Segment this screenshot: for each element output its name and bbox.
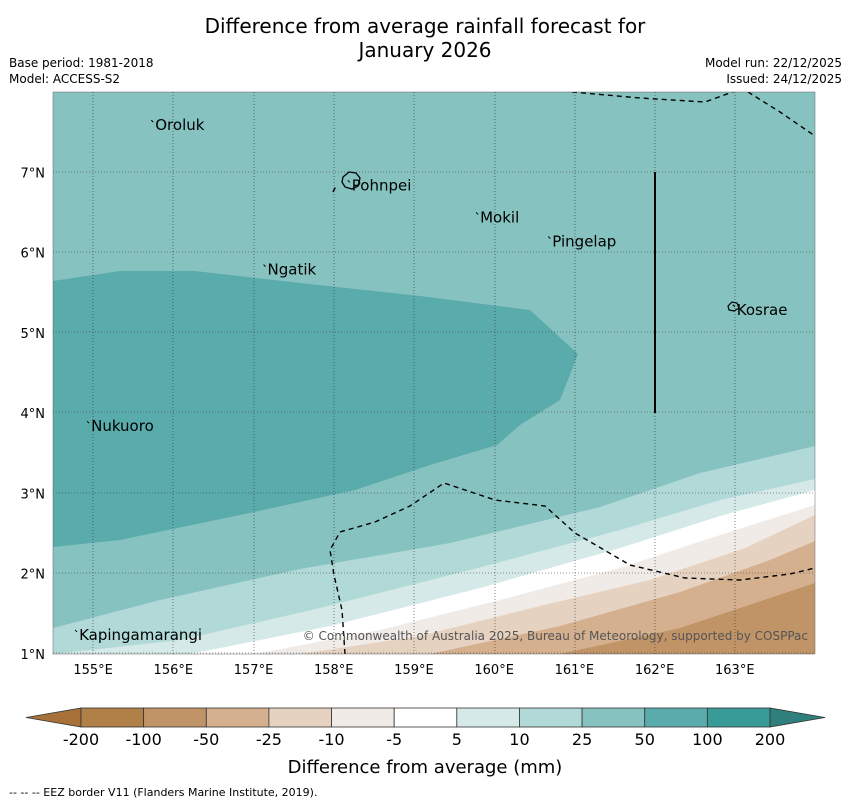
colorbar-segment-200-to-100 xyxy=(80,707,145,728)
place-marker-kapingamarangi xyxy=(74,629,78,633)
colorbar-segment-50-to-100 xyxy=(644,707,708,728)
colorbar-tick-12: 200 xyxy=(755,730,786,749)
band-minus-50-to-minus-100 xyxy=(560,583,815,654)
lat-label-5n: 5°N xyxy=(21,327,46,342)
lon-label-156: 156°E xyxy=(154,663,194,678)
colorbar-segment-5-to-5 xyxy=(393,707,458,728)
map-title-line2: January 2026 xyxy=(358,38,492,62)
place-label-nukuoro: Nukuoro xyxy=(91,417,154,435)
colorbar-tick-6: -5 xyxy=(386,730,402,749)
eez-border-pohnpei-stub xyxy=(332,185,337,193)
lon-label-158: 158°E xyxy=(314,663,354,678)
place-marker-pohnpei xyxy=(347,179,351,183)
colorbar-tick-1: -200 xyxy=(63,730,99,749)
colorbar: -200 -100 -50 -25 -10 -5 5 10 25 50 100 200 xyxy=(25,707,826,749)
colorbar-segment-50-to-25 xyxy=(205,707,270,728)
base-period-info: Base period: 1981-2018 Model: ACCESS-S2 xyxy=(9,55,154,87)
colorbar-segment-5-to-10 xyxy=(456,707,520,728)
base-period-text: Base period: 1981-2018 xyxy=(9,56,154,70)
place-label-ngatik: Ngatik xyxy=(268,261,317,279)
lat-label-6n: 6°N xyxy=(21,247,46,262)
place-marker-nukuoro xyxy=(86,420,90,424)
colorbar-tick-9: 25 xyxy=(572,730,592,749)
lat-label-1n: 1°N xyxy=(21,648,46,663)
place-marker-mokil xyxy=(475,212,479,215)
place-labels: Oroluk Pohnpei Mokil Pingelap Ngatik Kosrae Nu… xyxy=(74,116,788,644)
colorbar-tick-5: -10 xyxy=(318,730,344,749)
lat-label-3n: 3°N xyxy=(21,487,46,502)
copyright-text: © Commonwealth of Australia 2025, Bureau… xyxy=(303,629,808,643)
model-run-info: Model run: 22/12/2025 Issued: 24/12/2025 xyxy=(705,55,842,87)
colorbar-segment-25-to-10 xyxy=(268,707,332,728)
lat-label-4n: 4°N xyxy=(21,407,46,422)
graticule xyxy=(53,92,815,654)
place-label-pingelap: Pingelap xyxy=(552,233,616,251)
eez-border-south xyxy=(329,482,815,654)
eez-border-note: -- -- -- EEZ border V11 (Flanders Marine… xyxy=(9,786,318,799)
place-label-pohnpei: Pohnpei xyxy=(352,176,412,194)
place-label-mokil: Mokil xyxy=(480,208,519,226)
colorbar-tick-7: 5 xyxy=(452,730,462,749)
lat-label-2n: 2°N xyxy=(21,568,46,583)
colorbar-extend-high xyxy=(769,707,826,728)
colorbar-segment-100-to-50 xyxy=(143,707,207,728)
map-title: Difference from average rainfall forecas… xyxy=(0,14,850,62)
colorbar-segment-10-to-5 xyxy=(331,707,395,728)
lon-label-163: 163°E xyxy=(715,663,755,678)
pohnpei-island-outline xyxy=(341,171,361,190)
eez-border-northeast xyxy=(747,92,815,137)
band-50-to-100 xyxy=(53,271,578,547)
colorbar-label: Difference from average (mm) xyxy=(288,757,563,778)
colorbar-extend-low xyxy=(25,707,82,728)
colorbar-tick-8: 10 xyxy=(509,730,529,749)
lon-label-157: 157°E xyxy=(234,663,274,678)
lon-label-160: 160°E xyxy=(474,663,514,678)
colorbar-tick-11: 100 xyxy=(692,730,723,749)
map-frame xyxy=(52,91,816,655)
lon-label-162: 162°E xyxy=(635,663,675,678)
colorbar-segment-25-to-50 xyxy=(581,707,646,728)
eez-border-north xyxy=(571,92,735,103)
issued-text: Issued: 24/12/2025 xyxy=(726,72,842,86)
eez-borders xyxy=(329,92,815,654)
latitude-labels: 1°N 2°N 3°N 4°N 5°N 6°N 7°N xyxy=(21,166,46,663)
colorbar-tick-4: -25 xyxy=(256,730,282,749)
place-marker-oroluk xyxy=(150,119,154,123)
lat-label-7n: 7°N xyxy=(21,166,46,181)
colorbar-tick-3: -50 xyxy=(193,730,219,749)
place-marker-kosrae xyxy=(732,304,736,308)
place-marker-ngatik xyxy=(263,264,266,267)
longitude-labels: 155°E 156°E 157°E 158°E 159°E 160°E 161°E 162°E… xyxy=(73,663,754,678)
model-text: Model: ACCESS-S2 xyxy=(9,72,121,86)
colorbar-tick-10: 50 xyxy=(635,730,655,749)
lon-label-161: 161°E xyxy=(555,663,595,678)
lon-label-155: 155°E xyxy=(73,663,113,678)
place-label-kosrae: Kosrae xyxy=(737,301,788,319)
place-marker-pingelap xyxy=(547,236,551,239)
kosrae-island-outline xyxy=(727,301,740,312)
model-run-text: Model run: 22/12/2025 xyxy=(704,56,842,70)
map-title-line1: Difference from average rainfall forecas… xyxy=(204,14,646,38)
map-plot-area xyxy=(53,92,815,654)
place-label-oroluk: Oroluk xyxy=(155,116,204,134)
place-label-kapingamarangi: Kapingamarangi xyxy=(79,626,202,644)
colorbar-segment-10-to-25 xyxy=(519,707,583,728)
colorbar-segment-100-to-200 xyxy=(706,707,771,728)
lon-label-159: 159°E xyxy=(394,663,434,678)
colorbar-tick-2: -100 xyxy=(125,730,161,749)
